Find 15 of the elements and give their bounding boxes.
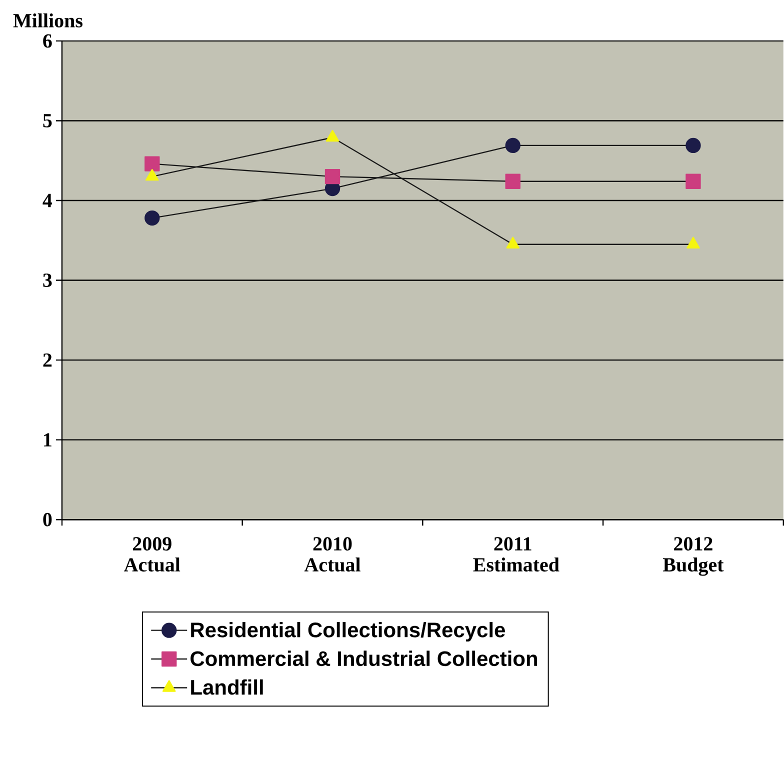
y-tick-label: 0 bbox=[43, 512, 52, 526]
x-tick-label: 2009 Actual bbox=[124, 536, 180, 572]
x-tick-label: 2011 Estimated bbox=[473, 536, 560, 572]
y-tick-label: 3 bbox=[43, 273, 52, 287]
legend-label: Residential Collections/Recycle bbox=[191, 622, 505, 642]
x-tick-label: 2012 Budget bbox=[663, 536, 724, 576]
y-axis-title: Millions bbox=[13, 13, 82, 28]
legend-label: Landfill bbox=[191, 679, 263, 695]
y-tick-label: 5 bbox=[43, 114, 52, 128]
x-tick-label: 2010 Actual bbox=[304, 536, 360, 572]
y-tick-label: 6 bbox=[43, 34, 52, 48]
legend-label: Commercial & Industrial Collection bbox=[190, 650, 538, 666]
y-tick-label: 1 bbox=[44, 433, 52, 446]
y-tick-label: 4 bbox=[42, 194, 52, 207]
y-tick-label: 2 bbox=[43, 353, 52, 366]
